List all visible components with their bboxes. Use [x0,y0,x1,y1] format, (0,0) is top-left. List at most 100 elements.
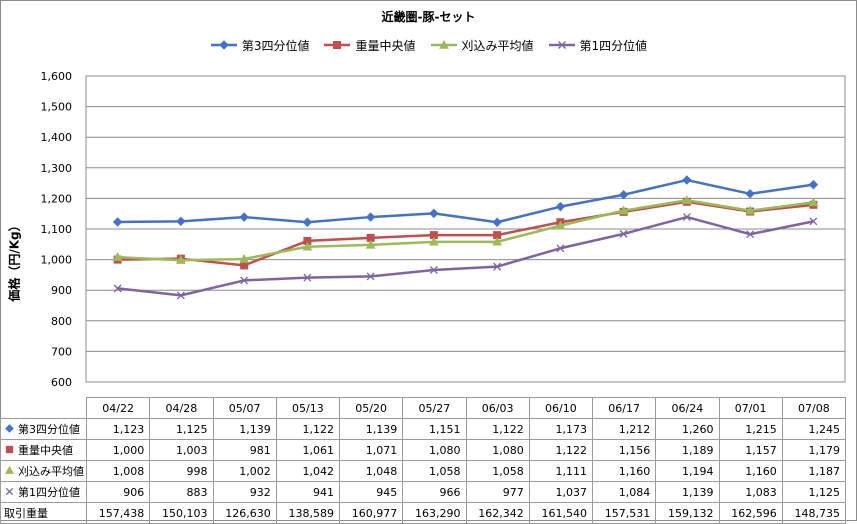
table-cell: 1,122 [275,418,341,440]
y-tick-label: 800 [51,315,72,328]
table-row-marker-triangle-icon [5,465,14,474]
table-cell: 162,596 [718,502,783,524]
table-cell: 998 [149,460,214,482]
series-4-point-stroke-b [429,266,438,274]
table-cell: 1,245 [781,418,847,440]
table-cell: 1,151 [402,418,467,440]
table-cell: 1,123 [85,418,151,440]
table-row-label: 重量中央値 [18,444,73,457]
series-3-point [555,220,566,230]
y-tick-label: 1,400 [41,131,73,144]
table-cell: 981 [212,439,277,461]
table-row-marker-x-icon [5,487,14,496]
table-cell: 1,111 [528,460,594,482]
table-row: 第1四分位値 906 883 932 941 945 966 977 1,037 1,084 1,1… [0,481,847,503]
series-4-point [240,276,249,285]
table-cell: 148,735 [781,502,847,524]
table-body: 第3四分位値 1,123 1,125 1,139 1,122 1,139 1,151 1,12… [0,418,847,524]
table-cell: 159,132 [655,502,720,524]
table-column-header: 07/01 [718,397,783,419]
series-1-point [492,217,502,227]
table-cell: 126,630 [212,502,277,524]
series-1-point [176,216,186,227]
table-row-marker-diamond-icon [5,424,14,433]
series-4-point-stroke-b [366,272,375,281]
table-cell: 1,058 [402,460,467,482]
y-tick-label: 900 [51,284,72,297]
legend-swatch-marker [219,40,229,50]
table-row-label: 第3四分位値 [18,423,80,436]
table-cell: 162,342 [465,502,530,524]
table-cell: 1,122 [465,418,530,440]
chart-title: 近畿圏-豚-セット [381,10,476,24]
series-3-point [492,236,502,246]
series-4-point-stroke-b [746,230,755,239]
legend-swatch-marker [557,41,566,49]
series-4-point-stroke-b [556,244,565,253]
series-3-point [112,252,123,261]
series-3-point [176,255,186,264]
table-row: 刈込み平均値 1,008 998 1,002 1,042 1,048 1,058 1,058 1… [0,460,847,482]
table-row-marker-x-icon-stroke-b [5,487,14,496]
table-header-row: 04/22 04/28 05/07 05/13 05/20 05/27 06/03 06/10… [0,397,847,419]
table-cell: 1,156 [591,439,657,461]
table-row-marker [5,465,14,474]
series-line-4 [117,215,814,297]
table-cell: 1,048 [338,460,404,482]
table-row-label: 第1四分位値 [18,486,80,499]
table-cell: 906 [85,481,151,503]
table-cell: 1,083 [718,481,783,503]
series-4-point [746,230,755,239]
legend-swatch-marker [333,41,342,49]
series-4-point [303,273,312,282]
legend-label: 第1四分位値 [579,38,648,53]
legend-label: 重量中央値 [355,38,416,53]
y-tick-label: 1,200 [41,192,73,205]
table-row-marker [5,445,14,454]
table-cell: 941 [275,481,341,503]
table-cell: 1,160 [718,460,783,482]
legend-item-4: 第1四分位値 [548,37,648,53]
table-row: 重量中央値 1,000 1,003 981 1,061 1,071 1,080 1,080 1,… [0,439,847,461]
table-cell: 1,000 [85,439,151,461]
table-cell: 1,002 [212,460,277,482]
table-column-header: 05/13 [275,397,341,419]
table-cell: 1,080 [402,439,467,461]
series-1-point [365,212,376,222]
table-cell: 1,061 [275,439,341,461]
table-cell: 1,187 [781,460,847,482]
table-cell: 160,977 [338,502,404,524]
table-column-header: 06/03 [465,397,530,419]
table-cell: 1,042 [275,460,341,482]
table-cell: 1,260 [655,418,720,440]
series-1-point [555,201,566,212]
series-1-point [808,179,819,190]
table-row-label-cell: 刈込み平均値 [0,460,87,482]
table-column-header: 05/07 [212,397,277,419]
table-cell: 163,290 [402,502,467,524]
series-1-point [682,175,692,185]
series-1-point [302,217,313,227]
table-cell: 1,157 [718,439,783,461]
table-cell: 157,531 [591,502,657,524]
series-4-point [556,244,565,253]
series-4-point-stroke-b [619,229,628,238]
y-tick-label: 1,500 [41,101,73,114]
table-corner-cell [0,397,87,419]
y-tick-label: 600 [51,376,72,389]
table-cell: 1,173 [528,418,594,440]
y-tick-label: 1,100 [41,223,73,236]
series-3-point [682,195,692,204]
series-3-point [745,205,755,215]
table-cell: 1,189 [655,439,720,461]
series-4-point [113,284,122,293]
line-chart-plot: 600 700 800 900 1,000 1,100 1,200 1,300 1,400 1,5… [41,70,846,389]
table-column-header: 06/24 [655,397,720,419]
table-cell: 1,215 [718,418,783,440]
legend-label: 第3四分位値 [241,38,310,53]
series-4-point-stroke-b [240,276,249,285]
y-tick-label: 700 [51,345,72,358]
table-column-header: 05/27 [402,397,467,419]
table-cell: 966 [402,481,467,503]
series-3-point [808,197,819,207]
